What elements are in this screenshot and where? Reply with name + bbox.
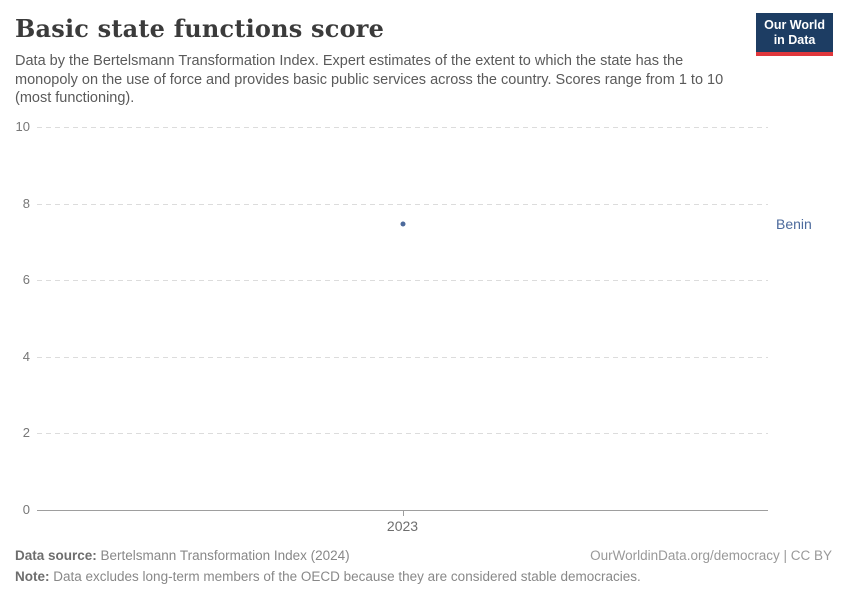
entity-label-benin[interactable]: Benin [776, 215, 812, 232]
gridline-6: 6 [23, 272, 768, 287]
note-label: Note: [15, 569, 50, 584]
data-source: Data source: Bertelsmann Transformation … [15, 548, 350, 563]
gridline-4: 4 [23, 349, 768, 364]
y-axis-tick-label-0: 0 [22, 502, 30, 517]
note-text: Data excludes long-term members of the O… [49, 569, 641, 584]
footer-note: Note: Data excludes long-term members of… [15, 569, 641, 584]
y-axis-tick-label-10: 10 [15, 119, 30, 134]
data-point-benin[interactable] [400, 221, 405, 227]
y-axis-tick-label-2: 2 [22, 425, 30, 441]
chart-subtitle: Data by the Bertelsmann Transformation I… [15, 53, 724, 106]
gridline-0: 0 [23, 502, 768, 517]
owid-logo-line2: in Data [773, 33, 816, 47]
owid-logo-line1: Our World [764, 18, 825, 32]
credit-link[interactable]: OurWorldinData.org/democracy | CC BY [590, 548, 832, 563]
plot-area: 0 2 4 6 8 10 2023 Benin [16, 119, 812, 534]
y-axis-tick-label-6: 6 [22, 272, 30, 288]
data-source-label: Data source: [15, 548, 97, 563]
gridline-2: 2 [23, 425, 768, 440]
y-axis-tick-label-4: 4 [22, 348, 30, 364]
gridline-10: 10 [16, 119, 768, 134]
page-title: Basic state functions score [15, 14, 385, 43]
x-axis-tick-mark-2023 [402, 511, 404, 516]
gridline-8: 8 [23, 196, 768, 211]
x-axis-tick-label-2023: 2023 [386, 518, 419, 534]
y-axis-tick-label-8: 8 [22, 195, 30, 211]
owid-logo: Our World in Data [756, 13, 833, 56]
data-source-text: Bertelsmann Transformation Index (2024) [96, 548, 350, 563]
